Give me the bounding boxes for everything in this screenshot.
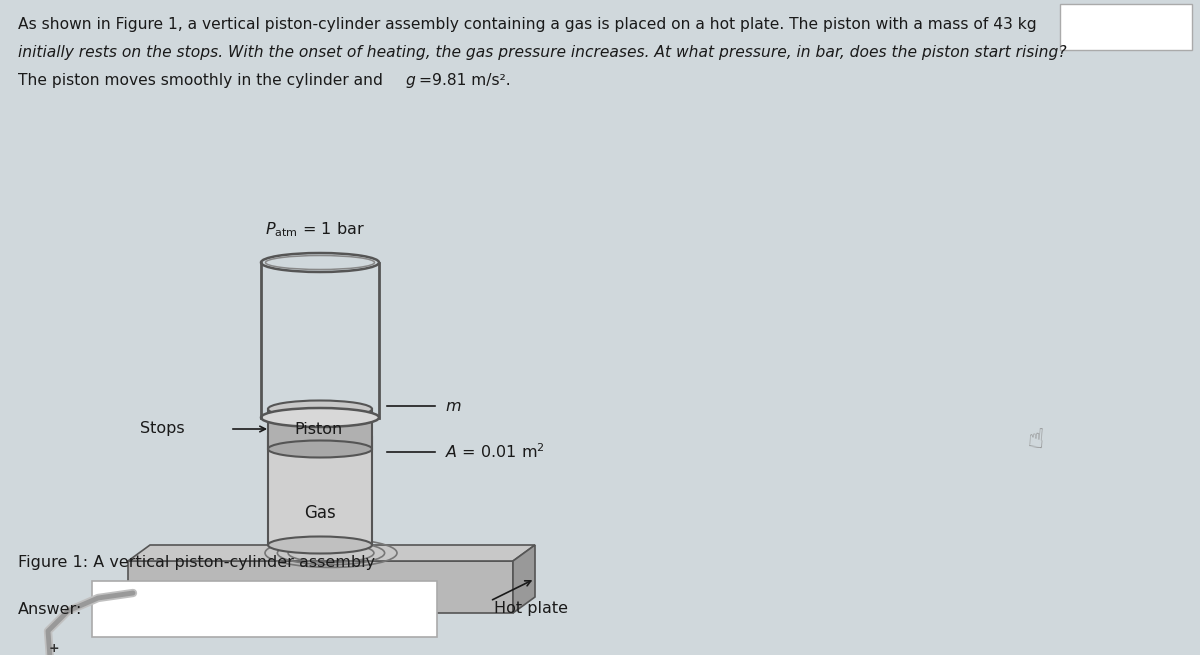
Text: Piston: Piston — [294, 422, 342, 436]
Polygon shape — [128, 561, 514, 613]
Ellipse shape — [262, 408, 379, 427]
Bar — [268, 409, 372, 449]
Polygon shape — [514, 545, 535, 613]
Ellipse shape — [268, 441, 372, 457]
Text: +: + — [49, 641, 59, 654]
Text: Answer:: Answer: — [18, 601, 82, 616]
Text: The piston moves smoothly in the cylinder and: The piston moves smoothly in the cylinde… — [18, 73, 388, 88]
Ellipse shape — [268, 536, 372, 553]
FancyBboxPatch shape — [1060, 4, 1192, 50]
Text: Hot plate: Hot plate — [494, 601, 568, 616]
Text: $m$: $m$ — [445, 398, 462, 413]
Bar — [268, 437, 372, 545]
Text: $A$ = 0.01 m$^2$: $A$ = 0.01 m$^2$ — [445, 443, 545, 461]
Text: Gas: Gas — [304, 504, 336, 521]
Text: Figure 1: A vertical piston-cylinder assembly: Figure 1: A vertical piston-cylinder ass… — [18, 555, 376, 571]
Text: g: g — [406, 73, 415, 88]
Ellipse shape — [268, 400, 372, 417]
FancyBboxPatch shape — [92, 581, 437, 637]
Text: As shown in Figure 1, a vertical piston-cylinder assembly containing a gas is pl: As shown in Figure 1, a vertical piston-… — [18, 18, 1037, 33]
Text: $P_\mathrm{atm}$ = 1 bar: $P_\mathrm{atm}$ = 1 bar — [265, 220, 365, 239]
Text: ☝: ☝ — [1025, 425, 1045, 455]
Text: initially rests on the stops. With the onset of heating, the gas pressure increa: initially rests on the stops. With the o… — [18, 45, 1067, 60]
Polygon shape — [128, 545, 535, 561]
Text: Stops: Stops — [139, 422, 185, 436]
Text: =9.81 m/s².: =9.81 m/s². — [419, 73, 511, 88]
